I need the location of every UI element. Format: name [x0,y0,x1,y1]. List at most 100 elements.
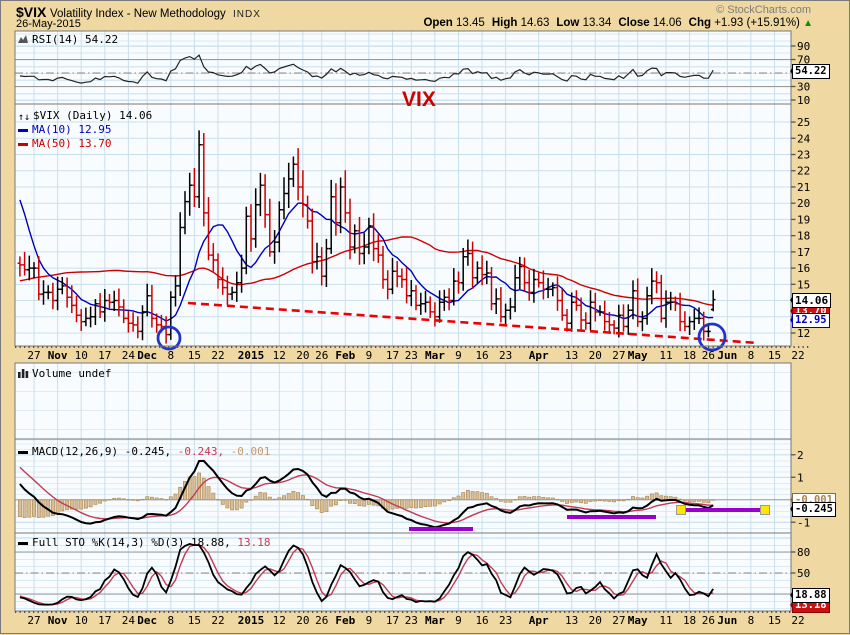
close-value: 14.06 [652,17,682,29]
rsi-legend: RSI(14) 54.22 [18,33,118,46]
x-axis-label: 17 [98,349,111,362]
sto-k-value: 18.88, [190,536,231,549]
x-axis-label: 23 [499,614,512,627]
quote-bar: Open 13.45 High 14.63 Low 13.34 Close 14.06… [416,17,813,29]
y-axis-label: 80 [797,546,810,559]
header-title: $VIX Volatility Index - New Methodology … [16,4,261,20]
volume-legend: Volume undef [18,367,111,380]
ma10-swatch-icon [18,128,28,132]
y-axis-label: 50 [797,567,810,580]
x-axis-label: 9 [455,349,462,362]
chg-value: +1.93 (+15.91%) [714,17,800,29]
x-axis-label: 24 [122,349,136,362]
y-axis-label: 15 [797,278,810,291]
x-axis-label: 17 [386,614,399,627]
x-axis-label: Mar [425,349,445,362]
x-axis-label: 8 [748,614,755,627]
x-axis-label: 26 [702,349,715,362]
x-axis-label: 9 [455,614,462,627]
x-axis-label: 18 [683,349,696,362]
x-axis-label: 2015 [238,614,265,627]
x-axis-label: 10 [75,349,88,362]
volume-bars-icon [18,369,29,378]
x-axis-label: 23 [499,349,512,362]
y-axis-label: 90 [797,40,810,53]
copyright: © StockCharts.com [716,4,811,16]
sto-swatch-icon [18,541,28,545]
sto-legend: Full STO %K(14,3) %D(3) 18.88, 13.18 [18,536,270,549]
chg-label: Chg [688,17,712,29]
rsi-legend-text: RSI(14) 54.22 [32,33,119,46]
macd-legend-name: MACD(12,26,9) [32,445,119,458]
x-axis-label: 22 [791,349,804,362]
y-axis-label: 10 [797,94,810,107]
x-axis-label: Feb [335,349,355,362]
macd-signal-value: -0.243, [177,445,225,458]
price-legend-symbol: ↑↓ $VIX (Daily) 14.06 [18,109,152,123]
y-axis-label: 17 [797,246,810,259]
symbol: $VIX [16,4,47,20]
x-axis-label: 16 [475,614,488,627]
y-axis-label: 2 [797,449,804,462]
macd-hist-value: -0.001 [230,445,271,458]
x-axis-label: 12 [273,349,286,362]
x-axis-label: Jun [717,614,737,627]
x-axis-label: 22 [211,349,224,362]
low-value: 13.34 [582,17,612,29]
up-arrow-icon: ▲ [803,18,813,29]
sto-legend-name: Full STO %K(14,3) %D(3) [32,536,185,549]
symbol-description: Volatility Index - New Methodology [49,8,226,20]
y-axis-label: 24 [797,132,811,145]
open-label: Open [423,17,453,29]
high-label: High [491,17,518,29]
price-panel [15,104,791,346]
y-axis-label: 25 [797,116,810,129]
y-axis-label: 19 [797,213,810,226]
x-axis-label: Dec [137,349,157,362]
price-arrows-icon: ↑↓ [18,112,31,123]
y-axis-label: -1 [797,516,810,529]
x-axis-label: 9 [366,349,373,362]
x-axis-label: 8 [748,349,755,362]
rsi-value-box: 54.22 [790,64,830,79]
x-axis-label: 20 [589,349,602,362]
y-axis-label: 16 [797,262,810,275]
x-axis-label: 15 [188,349,201,362]
high-value: 14.63 [520,17,550,29]
macd-value-box: -0.245 [790,502,836,517]
last-price-box: 14.06 [789,293,832,308]
x-axis-label: 15 [768,349,781,362]
ma50-legend: MA(50) 13.70 [18,137,111,150]
x-axis-label: 27 [612,614,625,627]
open-value: 13.45 [456,17,485,29]
ma50-legend-text: MA(50) 13.70 [32,137,112,150]
x-axis-label: Feb [335,614,355,627]
x-axis-label: Mar [425,614,445,627]
y-axis-label: 20 [797,197,810,210]
x-axis-label: 18 [683,614,696,627]
sto-d-value: 13.18 [237,536,271,549]
x-axis-label: Dec [137,614,157,627]
x-axis-label: Nov [48,349,68,362]
x-axis-label: 17 [98,614,111,627]
x-axis-label: 9 [366,614,373,627]
ma10-value-box: 12.95 [790,313,830,328]
x-axis-label: 20 [296,614,309,627]
ma50-swatch-icon [18,142,28,146]
x-axis-label: 22 [791,614,804,627]
low-label: Low [556,17,580,29]
x-axis-label: 27 [27,349,40,362]
x-axis-label: 22 [211,614,224,627]
x-axis-label: 23 [405,349,418,362]
y-axis-label: 1 [797,471,804,484]
volume-panel [15,363,791,439]
x-axis-label: 26 [315,349,328,362]
close-label: Close [618,17,650,29]
x-axis-label: 15 [768,614,781,627]
macd-swatch-icon [18,450,28,454]
volume-legend-text: Volume undef [32,367,112,380]
ma10-legend-text: MA(10) 12.95 [32,123,112,136]
price-legend-text: $VIX (Daily) 14.06 [33,109,153,122]
y-axis-label: 12 [797,327,810,340]
